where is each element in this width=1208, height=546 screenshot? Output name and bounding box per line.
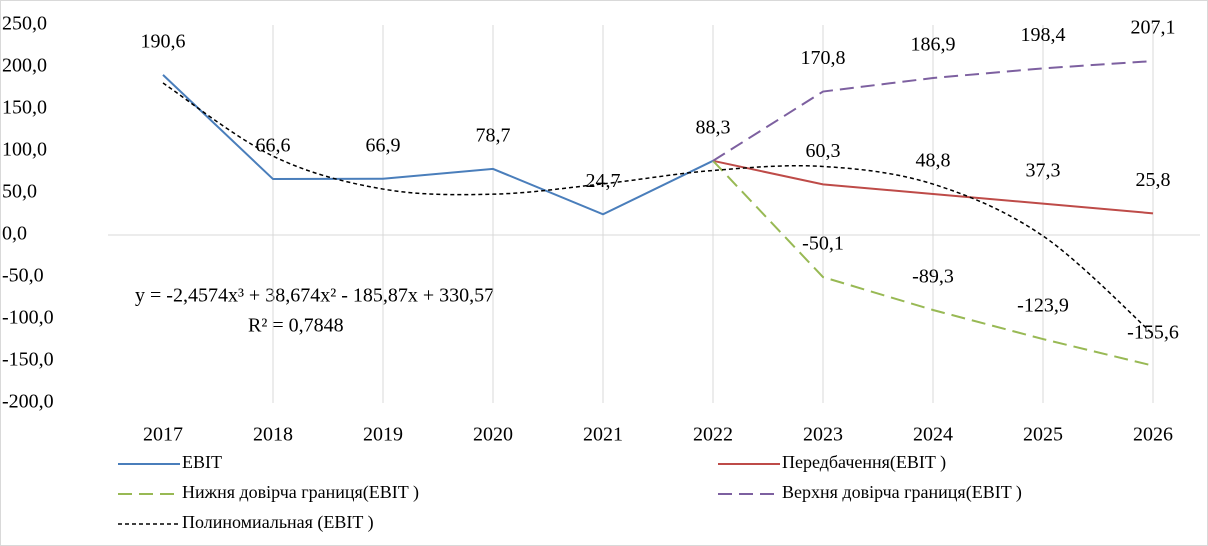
- y-tick-label: -200,0: [2, 391, 54, 413]
- x-tick-label: 2026: [1133, 424, 1173, 446]
- data-label: 78,7: [476, 124, 511, 146]
- data-label: 24,7: [586, 170, 621, 192]
- x-tick-label: 2022: [693, 424, 733, 446]
- data-label: -89,3: [912, 266, 954, 288]
- x-tick-label: 2024: [913, 424, 953, 446]
- data-label: 66,6: [256, 135, 291, 157]
- trend-equation: y = -2,4574x³ + 38,674x² - 185,87x + 330…: [135, 285, 494, 307]
- series-line: [712, 60, 1154, 162]
- data-label: 88,3: [696, 116, 731, 138]
- data-label: 190,6: [141, 30, 186, 52]
- x-tick-label: 2023: [803, 424, 843, 446]
- y-tick-label: 200,0: [2, 55, 47, 77]
- y-tick-label: -150,0: [2, 349, 54, 371]
- y-tick-label: 250,0: [2, 13, 47, 35]
- y-tick-label: 50,0: [2, 181, 37, 203]
- data-label: 25,8: [1136, 169, 1171, 191]
- data-label: 48,8: [916, 150, 951, 172]
- y-tick-label: -100,0: [2, 307, 54, 329]
- x-tick-label: 2021: [583, 424, 623, 446]
- x-tick-label: 2019: [363, 424, 403, 446]
- x-tick-label: 2025: [1023, 424, 1063, 446]
- y-tick-label: 150,0: [2, 97, 47, 119]
- legend-label: Нижня довірча границя(EBIT ): [182, 482, 419, 503]
- data-label: -123,9: [1017, 295, 1069, 317]
- data-label: 198,4: [1021, 24, 1066, 46]
- series-line: [162, 74, 714, 216]
- series-line: [712, 160, 1154, 367]
- y-tick-label: 0,0: [2, 223, 27, 245]
- data-label: -50,1: [802, 233, 844, 255]
- trend-r2: R² = 0,7848: [248, 315, 344, 337]
- series-line: [162, 82, 1154, 335]
- data-label: -155,6: [1127, 321, 1179, 343]
- data-label: 207,1: [1131, 17, 1176, 39]
- legend-label: Верхня довірча границя(EBIT ): [782, 482, 1022, 503]
- x-tick-label: 2017: [143, 424, 183, 446]
- legend-label: Передбачення(EBIT ): [782, 452, 946, 473]
- series-line: [712, 159, 1154, 215]
- x-tick-label: 2018: [253, 424, 293, 446]
- y-tick-label: 100,0: [2, 139, 47, 161]
- data-label: 186,9: [911, 34, 956, 56]
- data-label: 170,8: [801, 47, 846, 69]
- x-tick-label: 2020: [473, 424, 513, 446]
- data-label: 60,3: [806, 140, 841, 162]
- legend-label: Полиномиальная (EBIT ): [182, 512, 374, 533]
- legend-label: EBIT: [182, 452, 222, 472]
- data-label: 66,9: [366, 134, 401, 156]
- data-label: 37,3: [1026, 159, 1061, 181]
- y-tick-label: -50,0: [2, 265, 44, 287]
